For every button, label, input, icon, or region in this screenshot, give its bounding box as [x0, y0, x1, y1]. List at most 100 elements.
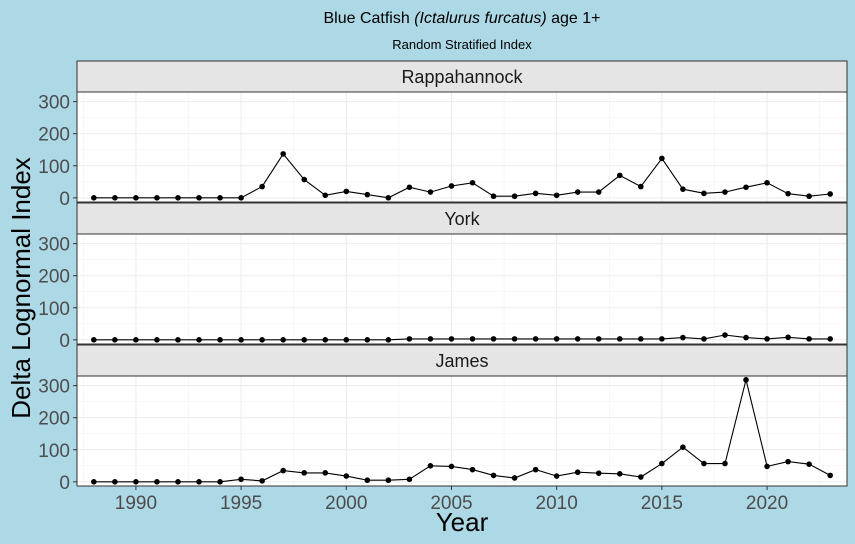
y-tick-label: 0 — [59, 473, 70, 494]
x-tick-label: 1995 — [220, 493, 262, 514]
data-point — [806, 461, 812, 467]
series-line-rappahannock — [93, 152, 831, 199]
data-point — [764, 463, 770, 470]
data-point — [722, 189, 728, 195]
data-point — [701, 336, 707, 342]
data-point — [301, 337, 308, 343]
data-point — [659, 336, 665, 342]
data-point — [553, 473, 560, 479]
data-point — [701, 190, 707, 197]
data-point — [217, 337, 223, 343]
chart-subtitle: Random Stratified Index — [392, 37, 532, 52]
data-point — [806, 336, 812, 342]
data-point — [743, 334, 749, 341]
facet-strip — [76, 202, 848, 235]
data-point — [196, 195, 202, 201]
data-point — [680, 444, 686, 450]
data-point — [448, 183, 455, 189]
y-tick-label: 100 — [38, 441, 70, 462]
panel-background — [77, 234, 847, 344]
data-point — [701, 460, 707, 467]
data-point — [91, 195, 97, 201]
data-point — [511, 193, 518, 200]
facet-strip — [76, 344, 848, 377]
panel-border — [76, 375, 848, 487]
data-point — [764, 336, 770, 342]
y-tick-label: 200 — [38, 409, 70, 430]
data-point — [301, 176, 308, 183]
data-point — [322, 192, 329, 199]
data-point — [112, 479, 118, 485]
x-tick-label: 2010 — [536, 493, 578, 514]
data-point — [385, 195, 392, 201]
y-axis-title: Delta Lognormal Index — [6, 157, 36, 419]
data-point — [217, 479, 223, 485]
data-point — [406, 336, 413, 342]
data-point — [259, 183, 265, 190]
facet-panel-james: James 0 100 200 300 — [38, 344, 848, 494]
data-point — [217, 195, 223, 201]
y-tick-label: 300 — [38, 235, 70, 256]
data-point — [638, 474, 644, 480]
data-point — [322, 470, 329, 476]
data-point — [574, 189, 581, 195]
data-point — [427, 462, 434, 469]
data-point — [616, 471, 623, 477]
data-point — [806, 193, 812, 200]
data-point — [785, 190, 791, 197]
data-point — [616, 172, 623, 179]
data-point — [175, 479, 181, 485]
panel-border — [76, 233, 848, 345]
data-point — [343, 337, 350, 343]
panel-background — [77, 376, 847, 486]
y-tick-label: 300 — [38, 377, 70, 398]
data-point — [490, 336, 497, 342]
data-point — [112, 337, 118, 343]
series-line-york — [93, 334, 831, 341]
data-point — [133, 479, 139, 485]
data-point — [259, 337, 265, 343]
facet-strip-label: Rappahannock — [401, 67, 523, 87]
data-point — [427, 336, 434, 342]
data-point — [238, 337, 244, 343]
data-point — [532, 336, 539, 342]
y-tick-label: 0 — [59, 189, 70, 210]
data-point — [469, 179, 476, 186]
data-point — [827, 191, 833, 197]
data-point — [406, 184, 413, 191]
data-point — [175, 337, 181, 343]
data-point — [785, 334, 791, 341]
x-tick-label: 1990 — [115, 493, 157, 514]
x-tick-label: 2020 — [746, 493, 788, 514]
y-tick-label: 300 — [38, 93, 70, 114]
data-point — [301, 470, 308, 476]
data-point — [448, 463, 455, 470]
data-point — [385, 337, 392, 343]
data-point — [574, 469, 581, 476]
data-point — [91, 337, 97, 343]
x-tick-label: 2005 — [430, 493, 472, 514]
facet-strip-label: James — [435, 351, 488, 371]
data-point — [196, 337, 202, 343]
data-point — [680, 186, 686, 192]
facet-panels: Rappahannock0100200300York0100200300Jame… — [38, 60, 848, 494]
data-point — [154, 337, 160, 343]
data-point — [427, 189, 434, 195]
x-axis-title: Year — [436, 507, 489, 537]
facet-panel-york: York 0 100 200 300 — [38, 202, 848, 352]
data-point — [722, 332, 728, 338]
data-point — [638, 336, 644, 342]
x-tick-label: 2015 — [641, 493, 683, 514]
data-point — [722, 460, 728, 467]
data-point — [490, 472, 497, 479]
panel-background — [77, 92, 847, 202]
y-tick-label: 100 — [38, 299, 70, 320]
chart-title: Blue Catfish (Ictalurus furcatus) age 1+ — [323, 10, 600, 27]
data-point — [154, 195, 160, 201]
data-point — [490, 193, 497, 200]
series-line-james — [93, 379, 831, 483]
data-point — [133, 195, 139, 201]
x-axis: 1990 1995 2000 2005 2010 2015 2020 — [115, 486, 788, 514]
data-point — [343, 188, 350, 195]
data-point — [364, 477, 371, 484]
